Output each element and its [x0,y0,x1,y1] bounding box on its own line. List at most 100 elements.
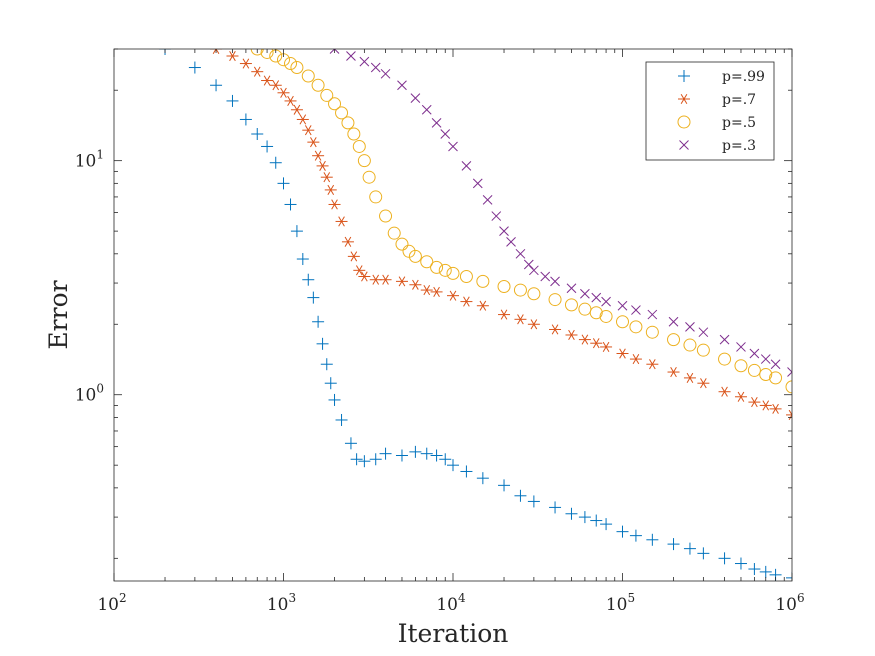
data-point [188,61,201,74]
data-point [461,161,472,171]
data-point [629,354,642,365]
data-point [460,465,473,478]
data-point [578,334,591,345]
data-point [296,253,309,266]
data-point [734,359,748,373]
data-point [346,51,356,61]
axes [113,48,793,582]
data-point [527,319,540,330]
data-point [409,445,422,458]
data-point [460,296,473,307]
data-point [341,116,355,130]
legend-label: p=.5 [722,115,756,131]
data-point [514,489,527,502]
x-tick-label: 103 [267,591,296,615]
legend-marker [677,115,691,129]
data-point [431,118,442,128]
data-point [566,283,577,294]
data-point [261,140,274,153]
data-point [617,300,628,311]
data-point [565,507,578,520]
data-point [459,269,473,283]
data-point [290,225,303,238]
data-point [667,333,681,347]
data-point [335,413,348,426]
data-point [759,565,772,578]
legend-marker [678,70,690,82]
x-axis-label: Iteration [398,619,509,648]
data-point [250,49,264,56]
data-point [499,226,509,236]
data-point [580,288,590,299]
data-point [734,557,747,570]
data-point [420,447,433,460]
data-point [369,190,383,204]
data-point [759,368,773,382]
data-point [359,56,370,67]
data-point [380,68,391,79]
data-point [301,69,315,83]
x-tick-label: 102 [97,591,126,615]
data-point [601,296,611,307]
data-point [344,437,357,450]
data-point [523,259,534,270]
data-point [410,93,421,103]
data-point [439,453,452,466]
legend-box [645,61,775,161]
data-point [320,358,333,371]
data-point [600,341,613,353]
data-point [734,391,747,402]
data-point [324,184,337,195]
legend-marker [678,93,690,105]
data-point [284,198,297,211]
data-point [347,251,360,262]
data-point [395,449,408,462]
data-point [353,265,366,276]
data-point [498,479,511,492]
data-point [527,495,540,508]
data-point [312,150,325,161]
data-point [446,266,460,280]
data-point [352,139,366,153]
data-point [347,127,361,141]
data-point [447,459,459,472]
data-point [328,199,341,210]
data-point [748,563,761,576]
data-point [685,321,695,332]
data-point [358,271,371,282]
data-point [697,547,710,560]
data-point [320,172,333,183]
data-point [335,106,349,120]
series-p=.99 [159,49,792,581]
data-point [565,329,578,341]
data-point [302,273,315,286]
data-point [683,372,696,383]
data-point [578,511,591,524]
data-point [748,397,761,408]
data-point [472,178,483,189]
data-point [430,286,443,297]
data-point [769,403,782,414]
data-point [277,87,290,98]
data-point [420,255,434,269]
data-point [261,75,274,86]
data-point [226,94,239,107]
data-point [770,359,781,370]
data-point [787,367,792,377]
data-point [629,320,643,334]
x-tick-label: 105 [606,591,635,615]
data-point [316,160,329,171]
data-point [251,66,264,77]
data-point [447,290,459,301]
legend-label: p=.3 [722,138,756,154]
data-point [379,447,392,460]
data-point [527,287,541,301]
data-point [529,265,539,276]
data-point [409,279,422,290]
data-point [696,343,710,357]
data-point [513,283,527,297]
data-point [296,114,309,125]
data-point [387,226,401,240]
data-point [769,371,783,385]
